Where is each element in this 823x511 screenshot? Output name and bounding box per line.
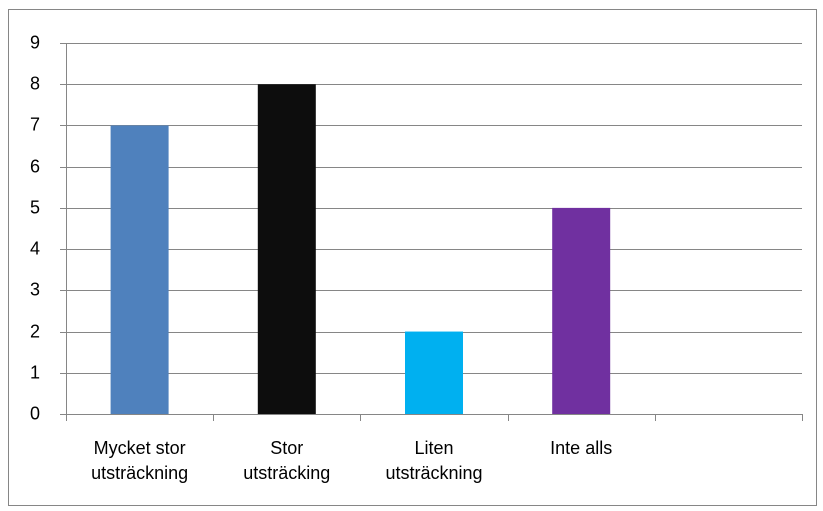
y-tick-label: 2 bbox=[30, 321, 40, 341]
y-tick-label: 1 bbox=[30, 362, 40, 382]
bar bbox=[552, 207, 611, 414]
y-tick-label: 0 bbox=[30, 403, 40, 423]
y-tick-label: 4 bbox=[30, 238, 40, 258]
x-tick-label: Liten utsträckning bbox=[385, 438, 482, 483]
y-tick-label: 3 bbox=[30, 279, 40, 299]
y-tick-label: 6 bbox=[30, 156, 40, 176]
y-tick-label: 7 bbox=[30, 114, 40, 134]
y-tick-label: 5 bbox=[30, 197, 40, 217]
bar bbox=[110, 125, 169, 414]
bar bbox=[405, 331, 463, 414]
x-tick-label: Mycket stor utsträckning bbox=[91, 438, 188, 483]
x-tick-label: Inte alls bbox=[550, 438, 612, 458]
y-tick-label: 9 bbox=[30, 32, 40, 52]
x-tick-label: Stor utsträcking bbox=[243, 438, 330, 483]
y-tick-label: 8 bbox=[30, 73, 40, 93]
bar bbox=[257, 84, 316, 414]
